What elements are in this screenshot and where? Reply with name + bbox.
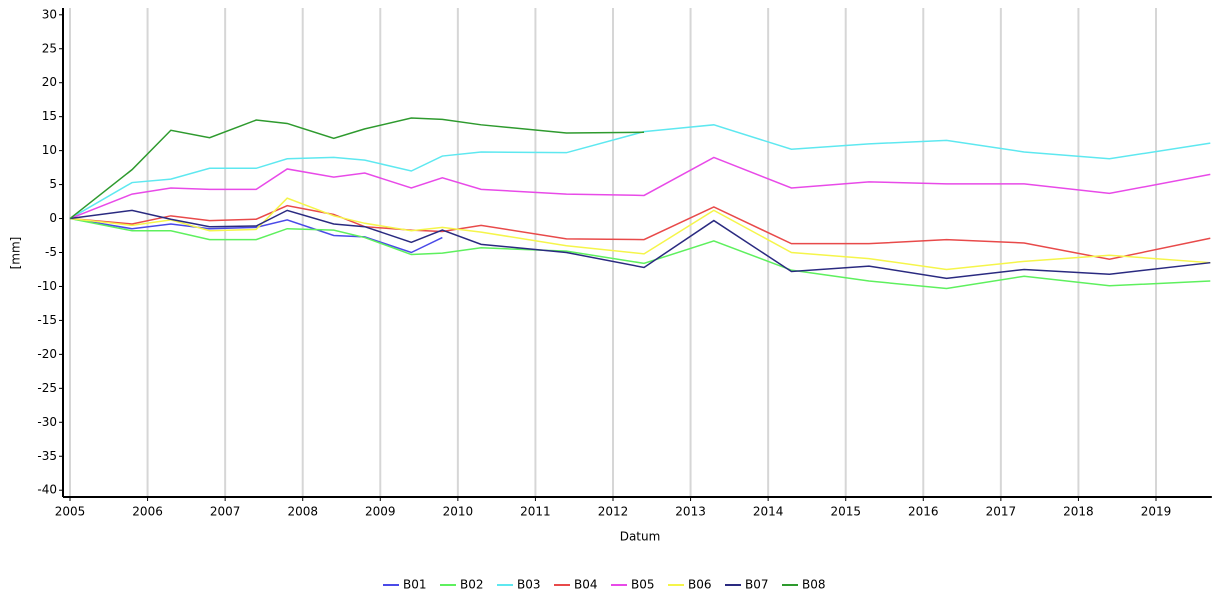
y-tick-label: 5	[49, 177, 57, 191]
legend-label: B06	[688, 578, 712, 592]
y-tick-label: -35	[37, 449, 57, 463]
y-tick-label: 0	[49, 211, 57, 225]
x-tick-label: 2007	[210, 505, 241, 519]
y-tick-label: 30	[42, 7, 57, 21]
legend-label: B08	[802, 578, 826, 592]
x-tick-label: 2013	[675, 505, 706, 519]
series-line	[69, 197, 1211, 271]
y-tick-label: 15	[42, 109, 57, 123]
legend-label: B01	[403, 578, 427, 592]
x-axis-label: Datum	[620, 530, 661, 544]
y-tick-label: 25	[42, 41, 57, 55]
x-tick-label: 2005	[55, 505, 86, 519]
y-tick-label: -10	[37, 279, 57, 293]
x-tick-label: 2018	[1063, 505, 1094, 519]
series-line	[69, 156, 1211, 220]
y-axis-label: [mm]	[9, 237, 23, 270]
x-tick-label: 2017	[986, 505, 1017, 519]
series-line	[69, 117, 645, 220]
y-tick-label: -20	[37, 347, 57, 361]
y-tick-label: -15	[37, 313, 57, 327]
y-tick-label: -5	[45, 245, 57, 259]
series-line	[69, 204, 1211, 261]
series-line	[69, 209, 1211, 280]
x-tick-label: 2008	[287, 505, 318, 519]
x-tick-label: 2019	[1141, 505, 1172, 519]
legend-label: B02	[460, 578, 484, 592]
series-line	[69, 217, 1211, 290]
x-tick-label: 2012	[598, 505, 629, 519]
legend-label: B03	[517, 578, 541, 592]
y-tick-label: 10	[42, 143, 57, 157]
legend-label: B07	[745, 578, 769, 592]
legend-label: B04	[574, 578, 598, 592]
x-tick-label: 2011	[520, 505, 551, 519]
y-tick-label: 20	[42, 75, 57, 89]
y-tick-label: -40	[37, 483, 57, 497]
x-tick-label: 2006	[132, 505, 163, 519]
x-tick-label: 2016	[908, 505, 939, 519]
series-line	[69, 217, 443, 254]
x-tick-label: 2015	[830, 505, 861, 519]
y-tick-label: -25	[37, 381, 57, 395]
x-tick-label: 2010	[443, 505, 474, 519]
x-tick-label: 2014	[753, 505, 784, 519]
y-tick-label: -30	[37, 415, 57, 429]
series-line	[69, 124, 1211, 220]
x-tick-label: 2009	[365, 505, 396, 519]
legend-label: B05	[631, 578, 655, 592]
